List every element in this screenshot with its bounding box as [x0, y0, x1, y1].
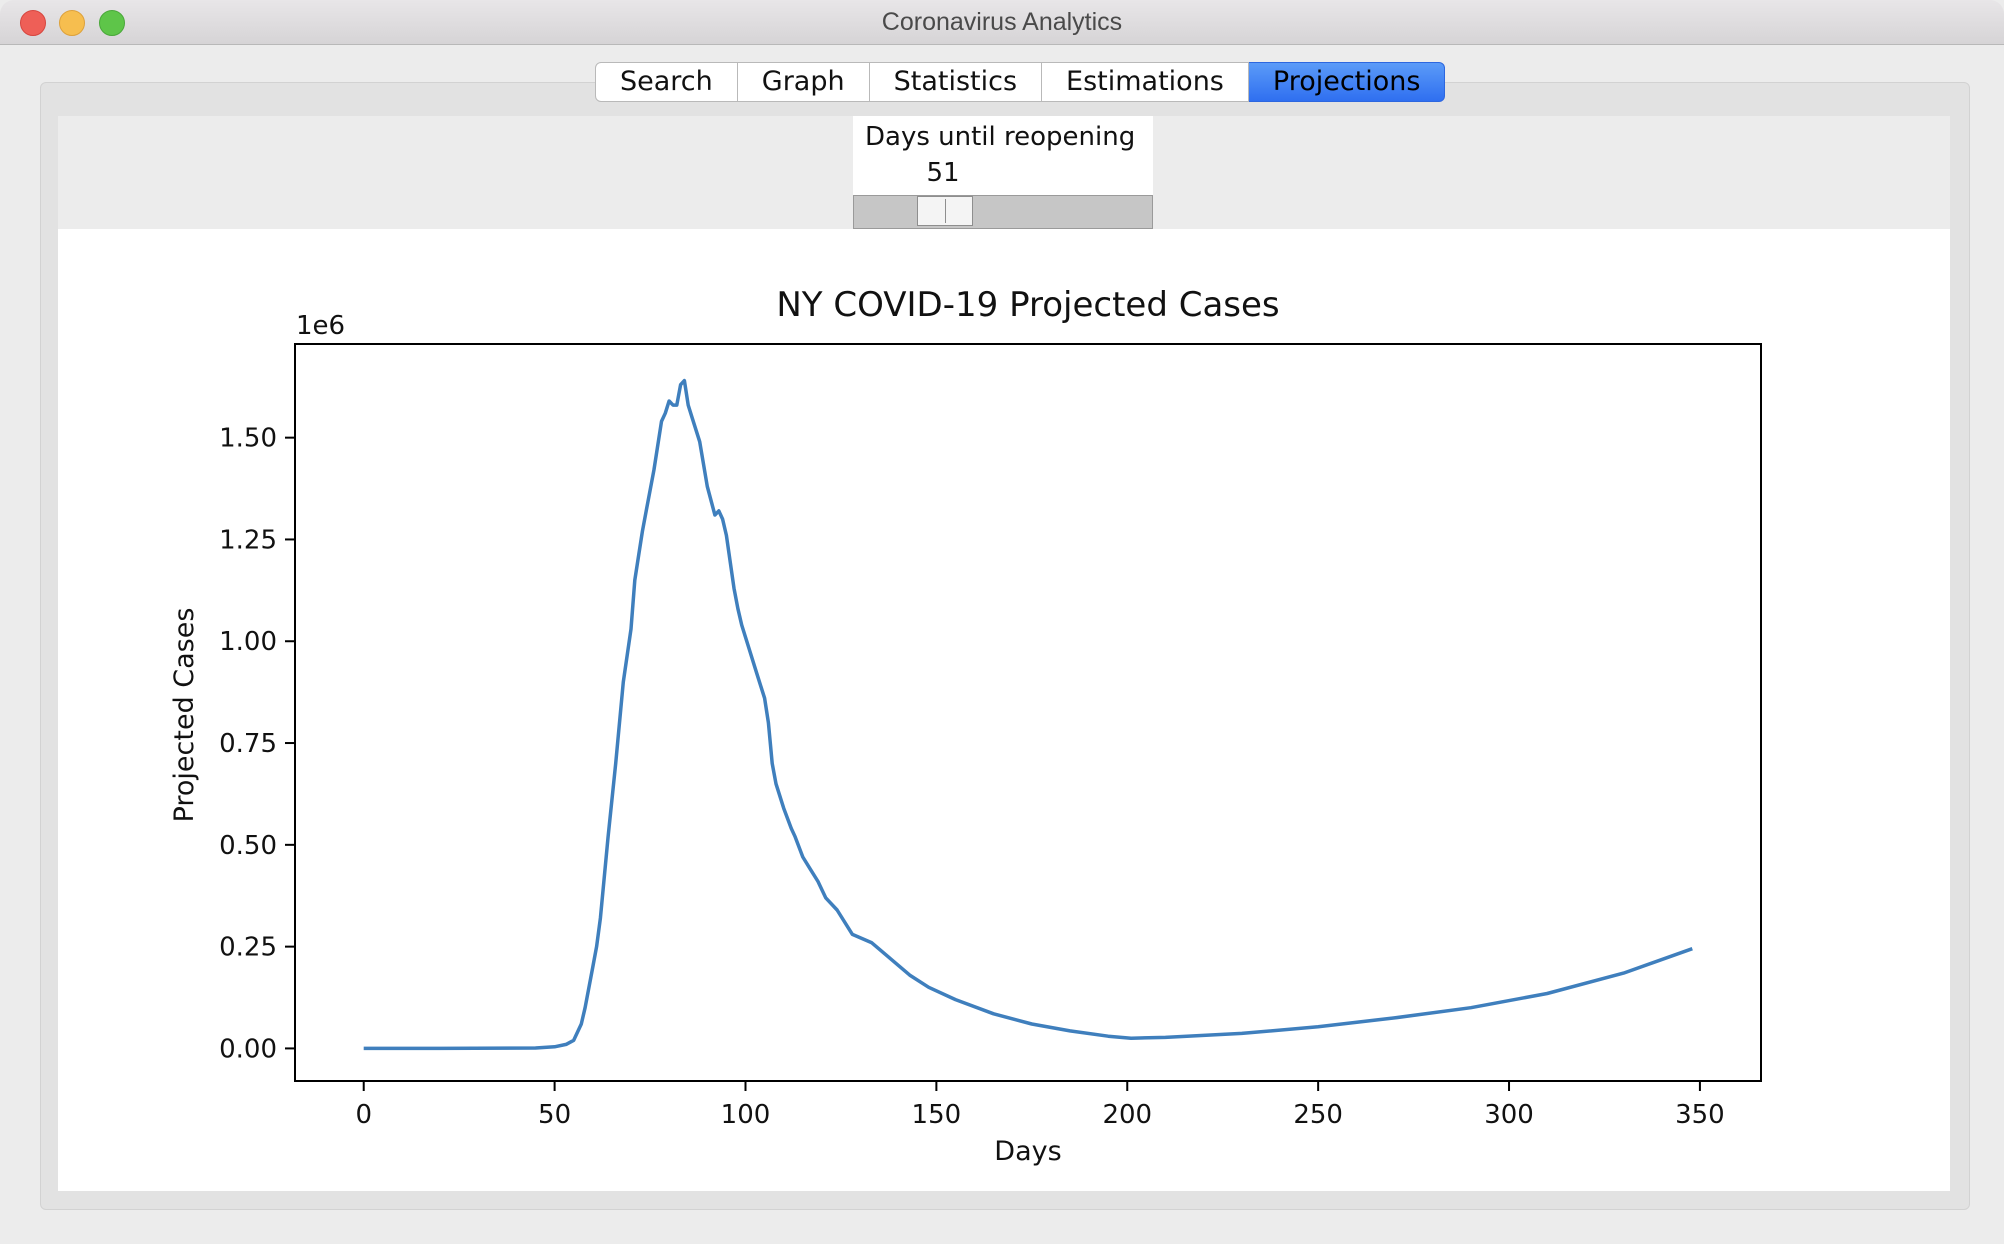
tab-projections[interactable]: Projections: [1248, 62, 1446, 102]
title-bar: Coronavirus Analytics: [0, 0, 2004, 45]
x-tick-label: 300: [1484, 1100, 1534, 1130]
x-axis-label: Days: [994, 1136, 1061, 1167]
tab-search[interactable]: Search: [595, 62, 738, 102]
controls-area: Days until reopening 51: [58, 116, 1950, 229]
x-tick-label: 350: [1675, 1100, 1725, 1130]
x-tick-label: 150: [912, 1100, 962, 1130]
slider-label: Days until reopening: [865, 122, 1136, 152]
close-window-button[interactable]: [20, 10, 46, 36]
tab-graph[interactable]: Graph: [737, 62, 870, 102]
y-axis-label: Projected Cases: [169, 608, 200, 823]
y-tick-label: 0.00: [219, 1034, 277, 1064]
tab-bar: Search Graph Statistics Estimations Proj…: [595, 62, 1446, 102]
y-tick-label: 0.25: [219, 933, 277, 963]
projected-cases-line: [363, 378, 1693, 1051]
reopening-slider[interactable]: [853, 195, 1153, 229]
tab-statistics[interactable]: Statistics: [869, 62, 1043, 102]
y-tick-label: 0.50: [219, 831, 277, 861]
reopening-slider-group: Days until reopening 51: [853, 116, 1153, 229]
slider-value: 51: [926, 158, 960, 188]
projected-cases-chart: NY COVID-19 Projected Cases 1e6 0 50 100 15…: [169, 285, 1762, 1167]
y-axis-ticks: 0.00 0.25 0.50 0.75 1.00 1.25 1.50: [219, 424, 295, 1064]
x-tick-label: 250: [1293, 1100, 1343, 1130]
slider-thumb[interactable]: [917, 196, 973, 226]
x-tick-label: 50: [538, 1100, 571, 1130]
tab-estimations[interactable]: Estimations: [1042, 62, 1249, 102]
zoom-window-button[interactable]: [99, 10, 125, 36]
x-tick-label: 100: [721, 1100, 771, 1130]
y-offset-label: 1e6: [296, 311, 345, 341]
y-tick-label: 1.00: [219, 627, 277, 657]
minimize-window-button[interactable]: [59, 10, 85, 36]
window-title: Coronavirus Analytics: [881, 8, 1123, 36]
y-tick-label: 0.75: [219, 729, 277, 759]
y-tick-label: 1.25: [219, 525, 277, 555]
projections-content: Days until reopening 51 NY COVID-19 Proj…: [58, 116, 1950, 1191]
x-tick-label: 0: [355, 1100, 372, 1130]
plot-frame: [294, 343, 1762, 1082]
chart-title: NY COVID-19 Projected Cases: [776, 285, 1279, 325]
y-tick-label: 1.50: [219, 424, 277, 454]
x-axis-ticks: 0 50 100 150 200 250 300 350: [355, 1081, 1725, 1130]
x-tick-label: 200: [1102, 1100, 1152, 1130]
